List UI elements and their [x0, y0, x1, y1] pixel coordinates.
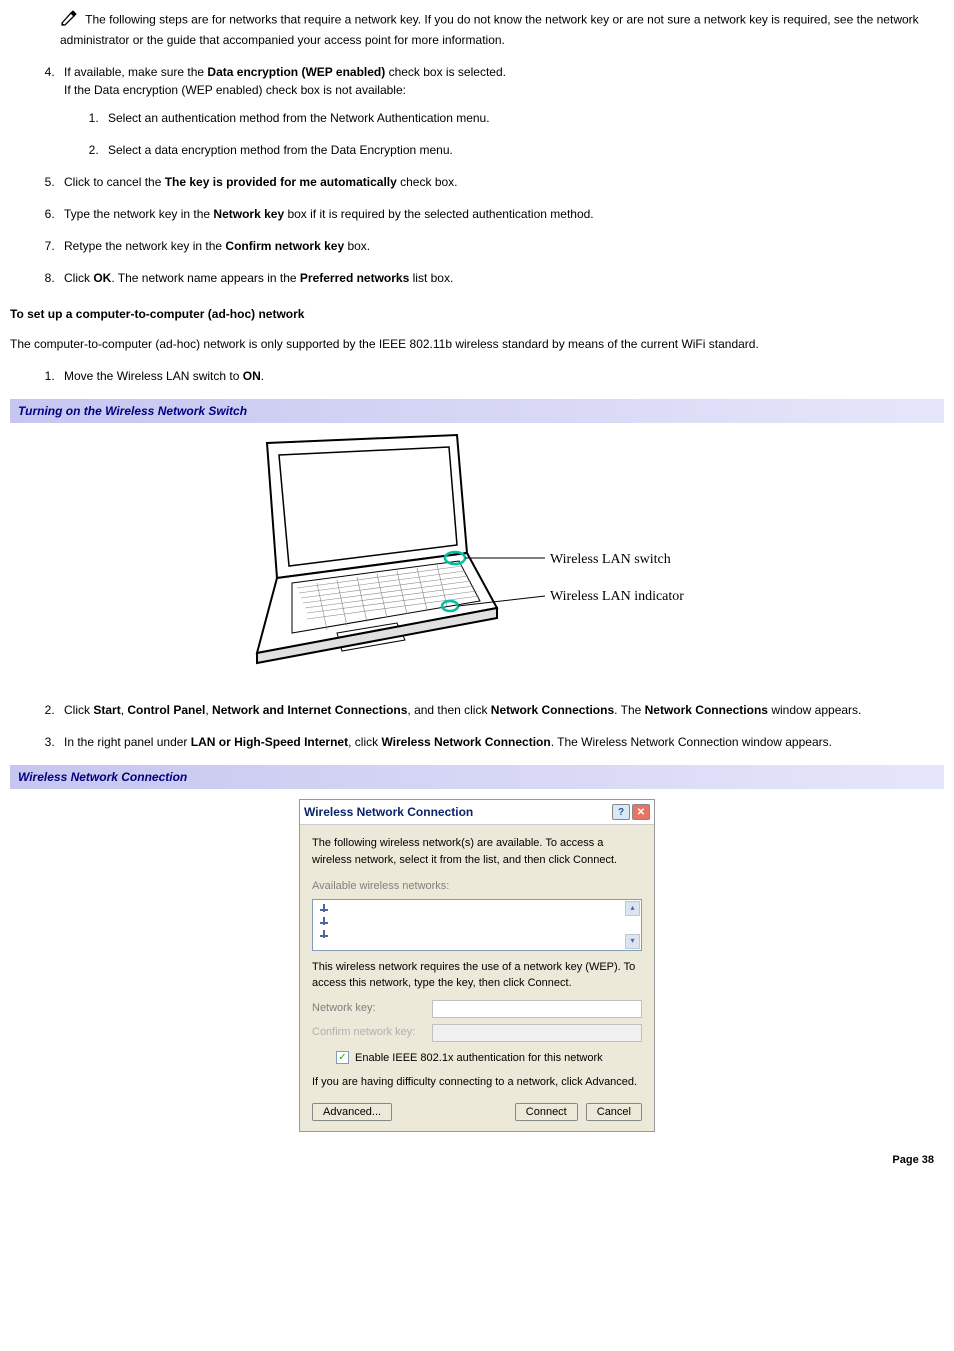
ieee8021x-checkbox[interactable]: ✓ — [336, 1051, 349, 1064]
note-text: The following steps are for networks tha… — [60, 13, 919, 47]
text: Click to cancel the — [64, 175, 165, 189]
label-wlan-switch: Wireless LAN switch — [550, 549, 671, 570]
confirm-key-label: Confirm network key: — [312, 1024, 432, 1041]
bold-text: Network key — [213, 207, 284, 221]
bold-text: Network Connections — [645, 703, 768, 717]
adhoc-steps-1: Move the Wireless LAN switch to ON. — [40, 367, 934, 385]
text: . The — [614, 703, 644, 717]
step-7: Retype the network key in the Confirm ne… — [58, 237, 934, 255]
text: If the Data encryption (WEP enabled) che… — [64, 83, 406, 97]
figure-caption-2: Wireless Network Connection — [10, 765, 944, 789]
adhoc-step-3: In the right panel under LAN or High-Spe… — [58, 733, 934, 751]
step-6: Type the network key in the Network key … — [58, 205, 934, 223]
network-item-icon — [319, 928, 329, 940]
substep-1: Select an authentication method from the… — [102, 109, 934, 127]
figure-caption-1: Turning on the Wireless Network Switch — [10, 399, 944, 423]
wep-text: This wireless network requires the use o… — [312, 959, 642, 992]
text: check box. — [397, 175, 458, 189]
text: check box is selected. — [385, 65, 506, 79]
label-wlan-indicator: Wireless LAN indicator — [550, 586, 684, 607]
text: . The Wireless Network Connection window… — [551, 735, 832, 749]
confirm-key-input[interactable] — [432, 1024, 642, 1042]
bold-text: Confirm network key — [225, 239, 344, 253]
pencil-icon — [60, 10, 78, 31]
text: window appears. — [768, 703, 861, 717]
text: list box. — [409, 271, 453, 285]
text: box. — [344, 239, 370, 253]
text: , and then click — [407, 703, 490, 717]
advanced-button[interactable]: Advanced... — [312, 1103, 392, 1121]
step-5: Click to cancel the The key is provided … — [58, 173, 934, 191]
bold-text: Control Panel — [127, 703, 205, 717]
text: , click — [348, 735, 381, 749]
bold-text: Network and Internet Connections — [212, 703, 407, 717]
wireless-dialog: Wireless Network Connection ? ✕ The foll… — [299, 799, 655, 1132]
bold-text: OK — [93, 271, 111, 285]
cancel-button[interactable]: Cancel — [586, 1103, 642, 1121]
dialog-titlebar: Wireless Network Connection ? ✕ — [300, 800, 654, 825]
adhoc-intro: The computer-to-computer (ad-hoc) networ… — [10, 335, 934, 353]
text: Click — [64, 703, 93, 717]
bold-text: Network Connections — [491, 703, 614, 717]
page-number: Page 38 — [10, 1152, 944, 1169]
adhoc-step-2: Click Start, Control Panel, Network and … — [58, 701, 934, 719]
sub-steps: Select an authentication method from the… — [84, 109, 934, 159]
text: Click — [64, 271, 93, 285]
connect-button[interactable]: Connect — [515, 1103, 578, 1121]
text: Move the Wireless LAN switch to — [64, 369, 243, 383]
close-button[interactable]: ✕ — [632, 804, 650, 820]
dialog-title: Wireless Network Connection — [304, 803, 610, 821]
advanced-hint: If you are having difficulty connecting … — [312, 1074, 642, 1091]
dialog-intro: The following wireless network(s) are av… — [312, 835, 642, 868]
network-item-icon — [319, 902, 329, 914]
bold-text: Data encryption (WEP enabled) — [207, 65, 385, 79]
substep-2: Select a data encryption method from the… — [102, 141, 934, 159]
text: box if it is required by the selected au… — [284, 207, 594, 221]
text: . — [261, 369, 264, 383]
adhoc-heading: To set up a computer-to-computer (ad-hoc… — [10, 305, 944, 323]
adhoc-step-1: Move the Wireless LAN switch to ON. — [58, 367, 934, 385]
note-block: The following steps are for networks tha… — [60, 10, 934, 49]
steps-list-continued: If available, make sure the Data encrypt… — [40, 63, 934, 287]
bold-text: Preferred networks — [300, 271, 409, 285]
text: . The network name appears in the — [111, 271, 300, 285]
laptop-figure: Wireless LAN switch Wireless LAN indicat… — [197, 433, 757, 673]
bold-text: Start — [93, 703, 120, 717]
text: Retype the network key in the — [64, 239, 225, 253]
bold-text: The key is provided for me automatically — [165, 175, 397, 189]
step-4: If available, make sure the Data encrypt… — [58, 63, 934, 159]
text: Type the network key in the — [64, 207, 213, 221]
text: If available, make sure the — [64, 65, 207, 79]
ieee8021x-label: Enable IEEE 802.1x authentication for th… — [355, 1050, 603, 1067]
scroll-down-button[interactable]: ▾ — [625, 934, 640, 949]
bold-text: ON — [243, 369, 261, 383]
step-8: Click OK. The network name appears in th… — [58, 269, 934, 287]
bold-text: LAN or High-Speed Internet — [191, 735, 348, 749]
scroll-up-button[interactable]: ▴ — [625, 901, 640, 916]
adhoc-steps-2: Click Start, Control Panel, Network and … — [40, 701, 934, 751]
available-label: Available wireless networks: — [312, 878, 642, 895]
available-networks-list[interactable]: ▴ ▾ — [312, 899, 642, 951]
bold-text: Wireless Network Connection — [381, 735, 550, 749]
network-key-input[interactable] — [432, 1000, 642, 1018]
help-button[interactable]: ? — [612, 804, 630, 820]
network-key-label: Network key: — [312, 1000, 432, 1017]
laptop-illustration — [197, 433, 757, 673]
network-item-icon — [319, 915, 329, 927]
text: In the right panel under — [64, 735, 191, 749]
